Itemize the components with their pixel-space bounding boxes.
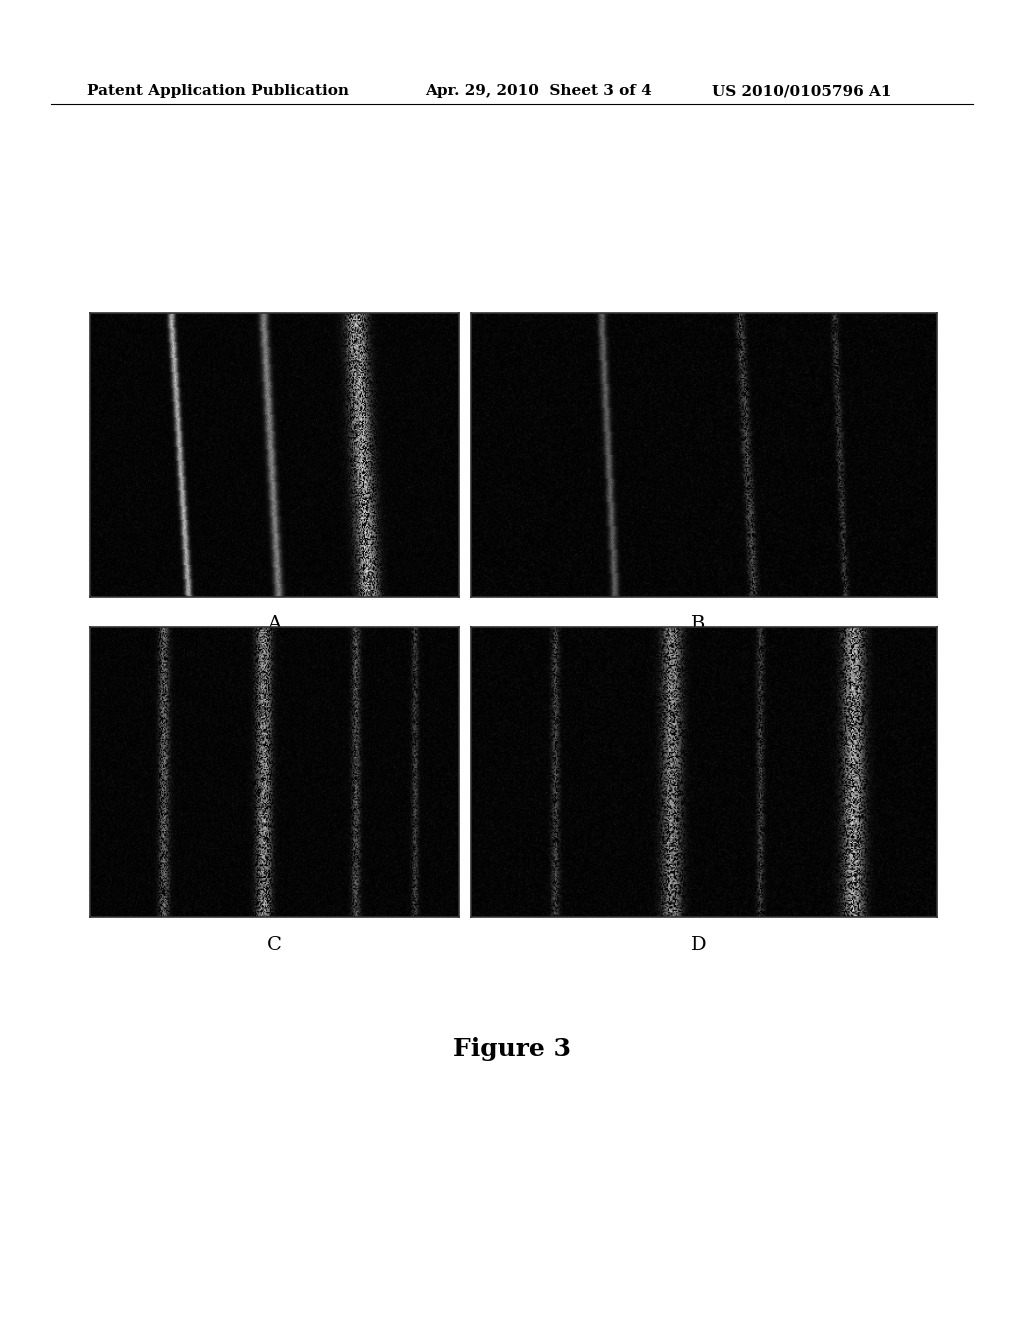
- Text: A: A: [267, 615, 282, 634]
- Text: D: D: [690, 936, 707, 954]
- Text: US 2010/0105796 A1: US 2010/0105796 A1: [712, 84, 891, 98]
- Text: Figure 3: Figure 3: [453, 1038, 571, 1061]
- Text: Apr. 29, 2010  Sheet 3 of 4: Apr. 29, 2010 Sheet 3 of 4: [425, 84, 651, 98]
- Text: Patent Application Publication: Patent Application Publication: [87, 84, 349, 98]
- Text: B: B: [691, 615, 706, 634]
- Text: C: C: [267, 936, 282, 954]
